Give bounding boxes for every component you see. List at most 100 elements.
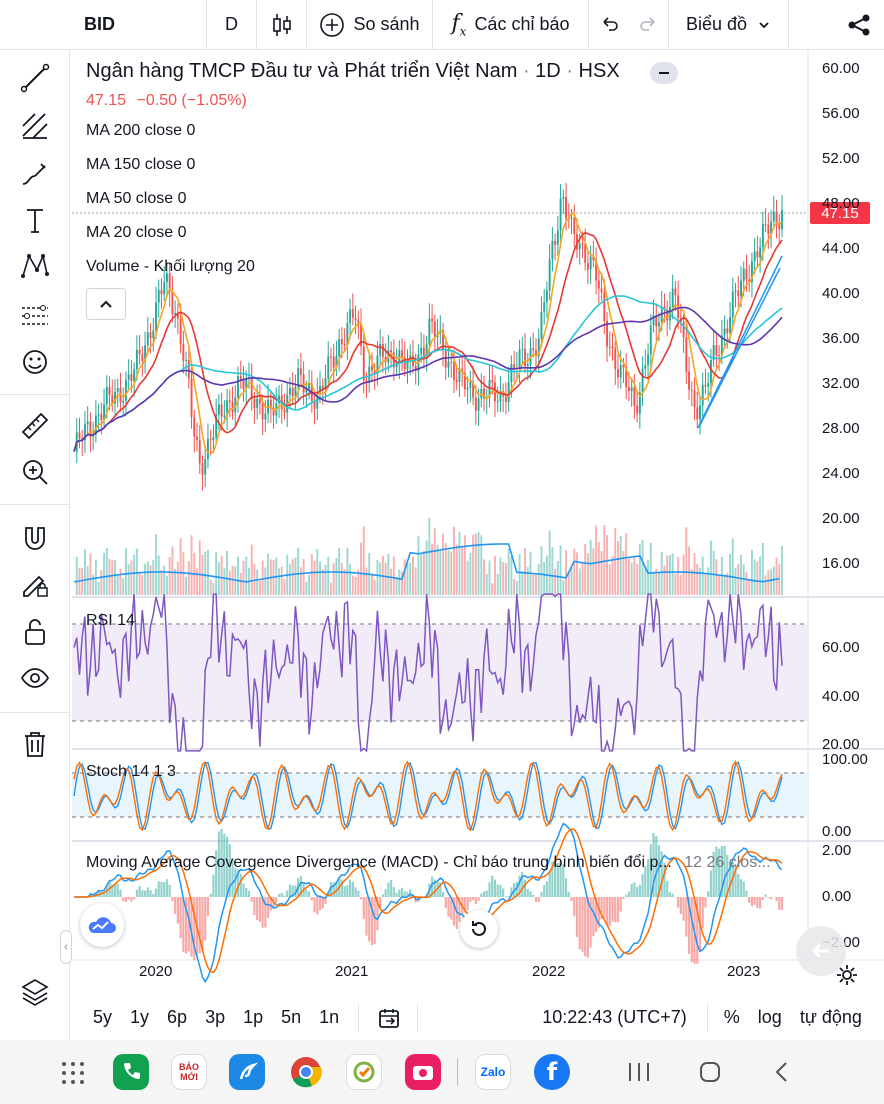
nova-app-icon[interactable]: [346, 1054, 382, 1090]
interval-button[interactable]: D: [207, 0, 257, 50]
collapse-toolbar-button[interactable]: ‹: [60, 930, 72, 964]
baomoi-app-icon[interactable]: BÁO MỚI: [171, 1054, 207, 1090]
recent-apps-icon[interactable]: [626, 1060, 652, 1084]
auto-toggle[interactable]: tự động: [799, 1007, 862, 1027]
home-icon[interactable]: [698, 1060, 722, 1084]
candle-body: [753, 251, 756, 262]
zoom-in-icon[interactable]: [0, 452, 70, 492]
lock-icon[interactable]: [0, 612, 70, 652]
volume-bar: [133, 554, 136, 595]
legend-ma20[interactable]: MA 20 close 0: [86, 224, 187, 241]
camera-app-icon[interactable]: [405, 1054, 441, 1090]
legend-ma150[interactable]: MA 150 close 0: [86, 156, 196, 173]
fib-tools-icon[interactable]: [0, 106, 70, 146]
symbol-name: Ngân hàng TMCP Đầu tư và Phát triển Việt…: [86, 60, 518, 82]
undo-icon[interactable]: [589, 0, 629, 50]
candle-body: [682, 321, 685, 338]
range-6p[interactable]: 6p: [167, 1007, 188, 1027]
volume-bar: [461, 546, 464, 595]
lock-drawing-icon[interactable]: [0, 564, 70, 604]
tradingview-logo-button[interactable]: [80, 903, 124, 947]
clock-timezone[interactable]: 10:22:43 (UTC+7): [542, 1007, 687, 1027]
range-5n[interactable]: 5n: [281, 1007, 302, 1027]
scroll-to-realtime-button[interactable]: [796, 926, 846, 976]
macd-histogram-bar: [258, 897, 261, 922]
prediction-icon[interactable]: [0, 296, 70, 336]
candle-body: [201, 463, 204, 475]
volume-bar: [406, 559, 409, 595]
macd-histogram-bar: [425, 894, 428, 897]
macd-histogram-bar: [163, 881, 166, 897]
text-tool-icon[interactable]: [0, 200, 70, 240]
emoji-icon[interactable]: [0, 342, 70, 382]
macd-histogram-bar: [431, 876, 434, 897]
pattern-icon[interactable]: [0, 246, 70, 286]
price-axis-label: 40.00: [822, 285, 860, 302]
candle-body: [608, 346, 611, 348]
share-icon[interactable]: [789, 0, 884, 50]
candle-body: [133, 369, 136, 382]
range-1y[interactable]: 1y: [130, 1007, 150, 1027]
macd-legend[interactable]: Moving Average Covergence Divergence (MA…: [86, 854, 791, 872]
volume-bar: [526, 567, 529, 595]
candle-body: [412, 355, 414, 366]
volume-bar: [83, 549, 86, 595]
trend-line-icon[interactable]: [0, 58, 70, 98]
plus-circle-icon: [319, 12, 345, 38]
candle-body: [562, 196, 565, 199]
back-icon[interactable]: [772, 1060, 792, 1084]
trend-line-drawing[interactable]: [697, 255, 783, 429]
collapse-legend-button[interactable]: [650, 62, 678, 84]
range-1n[interactable]: 1n: [319, 1007, 340, 1027]
symbol-legend-title[interactable]: Ngân hàng TMCP Đầu tư và Phát triển Việt…: [86, 60, 620, 82]
chrome-app-icon[interactable]: [288, 1054, 324, 1090]
candle-body: [360, 323, 362, 347]
percent-toggle[interactable]: %: [723, 1007, 740, 1027]
app-drawer-icon[interactable]: [60, 1060, 86, 1086]
fireant-app-icon[interactable]: [229, 1054, 265, 1090]
candle-body: [529, 348, 532, 365]
brush-icon[interactable]: [0, 154, 70, 194]
macd-histogram-bar: [696, 897, 699, 964]
legend-ma50[interactable]: MA 50 close 0: [86, 190, 187, 207]
stoch-legend[interactable]: Stoch 14 1 3: [86, 763, 176, 780]
trend-line-drawing-2[interactable]: [699, 267, 781, 426]
collapse-indicators-button[interactable]: [86, 288, 126, 320]
macd-histogram-bar: [679, 897, 682, 914]
top-toolbar: BID D So sánh fx Các chỉ báo Biểu đồ: [0, 0, 884, 50]
legend-volume[interactable]: Volume - Khối lượng 20: [86, 258, 255, 275]
magnet-icon[interactable]: [0, 518, 70, 558]
range-3p[interactable]: 3p: [205, 1007, 226, 1027]
phone-app-icon[interactable]: [113, 1054, 149, 1090]
zalo-app-icon[interactable]: Zalo: [475, 1054, 511, 1090]
macd-histogram-bar: [739, 879, 743, 897]
date-range-icon[interactable]: [377, 1006, 401, 1030]
log-toggle[interactable]: log: [757, 1007, 782, 1027]
symbol-search-button[interactable]: BID: [72, 0, 207, 50]
facebook-app-icon[interactable]: f: [534, 1054, 570, 1090]
price-axis-label: 20.00: [822, 510, 860, 527]
candle-body: [458, 368, 461, 382]
volume-bar: [138, 572, 141, 595]
eye-icon[interactable]: [0, 658, 70, 698]
compare-button[interactable]: So sánh: [307, 0, 433, 50]
range-5y[interactable]: 5y: [93, 1007, 113, 1027]
candle-body: [548, 259, 551, 291]
candles-icon[interactable]: [257, 0, 307, 50]
settings-gear-icon[interactable]: [834, 962, 860, 988]
trash-icon[interactable]: [0, 724, 70, 764]
candle-body: [614, 348, 617, 370]
ruler-icon[interactable]: [0, 406, 70, 446]
chart-type-menu[interactable]: Biểu đồ: [669, 0, 789, 50]
macd-histogram-bar: [704, 897, 707, 908]
reset-chart-button[interactable]: [460, 910, 498, 948]
range-1p[interactable]: 1p: [243, 1007, 264, 1027]
macd-histogram-bar: [406, 891, 409, 897]
layers-icon[interactable]: [0, 972, 70, 1012]
candle-body: [258, 398, 261, 404]
rsi-legend[interactable]: RSI 14: [86, 612, 135, 629]
redo-icon[interactable]: [629, 0, 669, 50]
legend-ma200[interactable]: MA 200 close 0: [86, 122, 196, 139]
indicators-button[interactable]: fx Các chỉ báo: [433, 0, 589, 50]
candle-body: [100, 414, 103, 421]
